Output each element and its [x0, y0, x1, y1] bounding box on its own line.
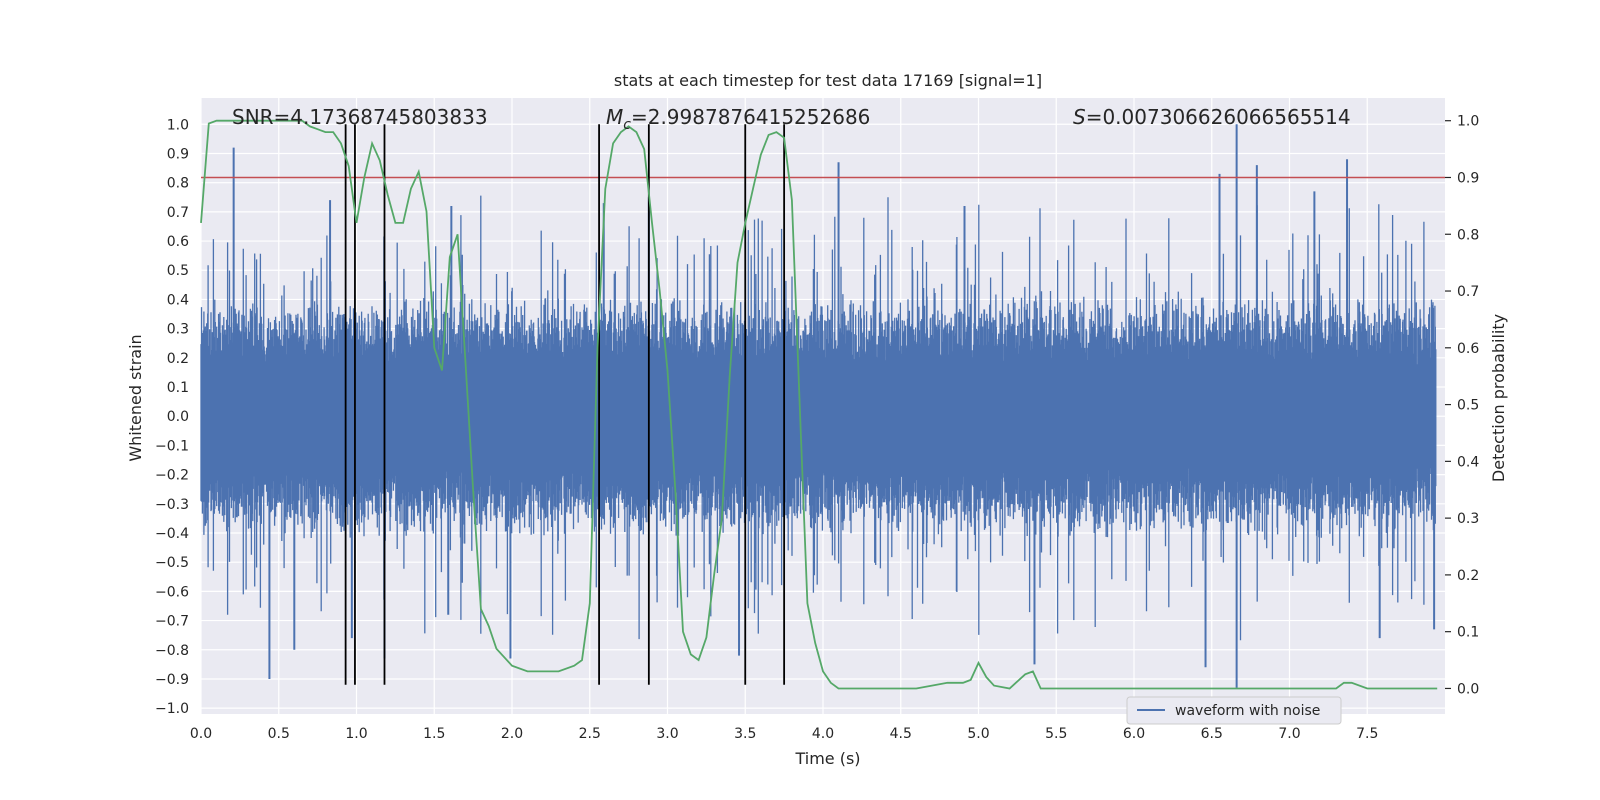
- left-y-tick-label: 0.4: [167, 292, 189, 308]
- left-y-tick-label: −1.0: [155, 701, 189, 717]
- left-y-tick-label: 0.3: [167, 322, 189, 338]
- waveform-noise-series: [200, 124, 1437, 688]
- x-tick-label: 5.5: [1045, 726, 1067, 742]
- left-y-tick-label: −0.6: [155, 584, 189, 600]
- right-y-tick-label: 0.2: [1457, 568, 1479, 584]
- x-tick-label: 2.0: [501, 726, 523, 742]
- right-y-tick-label: 0.6: [1457, 341, 1479, 357]
- detection-probability-series: [200, 119, 1438, 690]
- left-y-tick-label: 0.9: [167, 146, 189, 162]
- left-y-tick-label: −0.4: [155, 526, 189, 542]
- left-y-tick-label: −0.9: [155, 672, 189, 688]
- left-y-tick-label: 0.1: [167, 380, 189, 396]
- vertical-marker-lines: [344, 124, 786, 685]
- x-tick-label: 1.0: [345, 726, 367, 742]
- legend-label: waveform with noise: [1175, 703, 1320, 719]
- x-tick-label: 7.0: [1278, 726, 1300, 742]
- left-y-axis-label: Whitened strain: [126, 334, 145, 461]
- left-y-tick-label: 1.0: [167, 117, 189, 133]
- x-tick-label: 5.0: [967, 726, 989, 742]
- right-y-tick-label: 0.1: [1457, 625, 1479, 641]
- chirp-mass-subscript: c: [623, 117, 631, 133]
- left-y-tick-label: −0.8: [155, 643, 189, 659]
- left-y-tick-label: 0.5: [167, 263, 189, 279]
- left-y-tick-label: 0.7: [167, 205, 189, 221]
- x-tick-label: 3.0: [656, 726, 678, 742]
- left-y-tick-label: −0.3: [155, 497, 189, 513]
- legend-box: [1126, 696, 1342, 725]
- chirp-mass-symbol: M: [606, 105, 623, 129]
- waveform-noise-trace: [200, 195, 1437, 641]
- left-y-tick-label: 0.0: [167, 409, 189, 425]
- left-y-tick-label: −0.7: [155, 614, 189, 630]
- x-tick-label: 6.0: [1123, 726, 1145, 742]
- x-tick-label: 4.5: [890, 726, 912, 742]
- left-y-axis-ticks: 1.0 0.9 0.8 0.7 0.6 0.5 0.4 0.3 0.2 0.1 0.0 −0.1 −0.…: [155, 117, 189, 717]
- right-y-axis-label: Detection probability: [1489, 314, 1508, 482]
- snr-annotation: SNR=4.17368745803833: [232, 105, 488, 129]
- x-tick-label: 1.5: [423, 726, 445, 742]
- s-annotation: S=0.007306626066565514: [1073, 105, 1351, 129]
- right-y-tick-label: 0.8: [1457, 227, 1479, 243]
- left-y-tick-label: −0.5: [155, 555, 189, 571]
- right-y-axis-ticks: 1.0 0.9 0.8 0.7 0.6 0.5 0.4 0.3 0.2 0.1 0.0: [1445, 114, 1479, 697]
- x-tick-label: 6.5: [1201, 726, 1223, 742]
- legend: waveform with noise: [1126, 696, 1342, 725]
- right-y-tick-label: 0.5: [1457, 398, 1479, 414]
- right-y-tick-label: 0.4: [1457, 454, 1479, 470]
- right-y-tick-label: 0.7: [1457, 284, 1479, 300]
- chirp-mass-value: =2.9987876415252686: [631, 105, 870, 129]
- left-y-tick-label: 0.8: [167, 176, 189, 192]
- x-tick-label: 7.5: [1356, 726, 1378, 742]
- right-y-tick-label: 1.0: [1457, 114, 1479, 130]
- x-tick-label: 0.0: [190, 726, 212, 742]
- x-tick-label: 4.0: [812, 726, 834, 742]
- left-y-tick-label: 0.6: [167, 234, 189, 250]
- chart-title: stats at each timestep for test data 171…: [614, 71, 1042, 90]
- left-y-tick-label: −0.1: [155, 438, 189, 454]
- detection-probability-line: [200, 119, 1438, 690]
- x-tick-label: 2.5: [579, 726, 601, 742]
- chirp-mass-annotation: Mc=2.9987876415252686: [606, 105, 870, 133]
- left-y-tick-label: 0.2: [167, 351, 189, 367]
- right-y-tick-label: 0.3: [1457, 511, 1479, 527]
- left-y-tick-label: −0.2: [155, 468, 189, 484]
- x-axis-ticks: 0.0 0.5 1.0 1.5 2.0 2.5 3.0 3.5 4.0 4.5 5.0 5.5 6.0 6…: [190, 726, 1379, 742]
- right-y-tick-label: 0.9: [1457, 170, 1479, 186]
- s-value: =0.007306626066565514: [1086, 105, 1351, 129]
- x-tick-label: 3.5: [734, 726, 756, 742]
- x-tick-label: 0.5: [268, 726, 290, 742]
- s-symbol: S: [1073, 105, 1086, 129]
- x-axis-label: Time (s): [794, 749, 860, 768]
- right-y-tick-label: 0.0: [1457, 681, 1479, 697]
